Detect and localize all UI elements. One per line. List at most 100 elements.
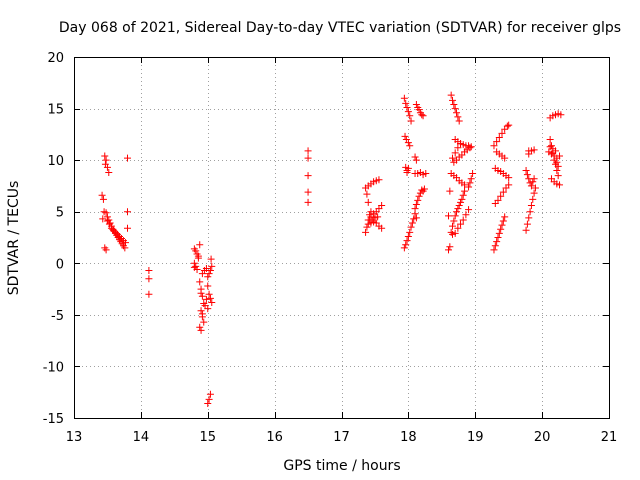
data-point: [105, 216, 113, 224]
data-point: [102, 246, 110, 254]
data-point: [204, 273, 212, 281]
data-markers: [98, 91, 565, 408]
data-point: [407, 117, 415, 125]
data-point: [196, 323, 204, 331]
data-point: [467, 175, 475, 183]
data-point: [491, 242, 499, 250]
data-point: [498, 129, 506, 137]
data-point: [454, 144, 462, 152]
data-point: [208, 262, 216, 270]
data-point: [192, 262, 200, 270]
data-point: [490, 142, 498, 150]
data-point: [547, 142, 555, 150]
x-tick-label: 16: [266, 430, 283, 445]
data-point: [530, 146, 538, 154]
data-point: [462, 211, 470, 219]
data-point: [554, 172, 562, 180]
data-point: [411, 210, 419, 218]
data-point: [503, 122, 511, 130]
data-point: [192, 247, 200, 255]
data-point: [204, 400, 212, 408]
data-point: [102, 209, 110, 217]
data-point: [525, 214, 533, 222]
data-point: [529, 178, 537, 186]
data-point: [412, 156, 420, 164]
data-point: [419, 112, 427, 120]
data-point: [522, 166, 530, 174]
data-point: [402, 241, 410, 249]
data-point: [499, 188, 507, 196]
data-point: [124, 208, 131, 216]
data-point: [505, 174, 513, 182]
data-point: [404, 164, 412, 172]
data-point: [526, 208, 534, 216]
data-point: [412, 100, 420, 108]
data-point: [556, 152, 564, 160]
data-point: [451, 229, 459, 237]
data-point: [505, 181, 513, 189]
data-point: [406, 228, 414, 236]
data-point: [197, 326, 205, 334]
data-point: [403, 104, 411, 112]
x-axis-label: GPS time / hours: [283, 458, 400, 474]
data-point: [378, 224, 386, 232]
data-point: [549, 149, 557, 157]
data-point: [404, 232, 412, 240]
data-point: [493, 138, 501, 146]
data-point: [124, 154, 131, 162]
data-point: [453, 109, 461, 117]
data-point: [206, 267, 214, 275]
data-point: [304, 147, 312, 155]
x-tick-label: 14: [133, 430, 150, 445]
data-point: [374, 213, 382, 221]
data-point: [406, 112, 414, 120]
data-point: [459, 216, 467, 224]
x-tick-label: 15: [199, 430, 216, 445]
data-point: [406, 142, 414, 150]
data-point: [407, 223, 415, 231]
data-point: [497, 225, 505, 233]
data-point: [449, 96, 457, 104]
axis-ticks: [74, 57, 610, 419]
y-axis-label: SDTVAR / TECUs: [6, 181, 22, 296]
data-point: [527, 202, 535, 210]
data-point: [465, 183, 473, 191]
data-point: [196, 278, 204, 286]
data-point: [205, 270, 213, 278]
data-point: [447, 91, 455, 99]
x-tick-label: 13: [66, 430, 83, 445]
data-point: [530, 189, 538, 197]
data-point: [304, 154, 312, 162]
data-point: [457, 140, 465, 148]
data-point: [363, 190, 371, 198]
y-tick-label: 0: [56, 257, 64, 272]
data-point: [469, 170, 477, 178]
data-point: [205, 395, 213, 403]
data-point: [363, 223, 371, 231]
data-point: [454, 224, 462, 232]
data-point: [99, 195, 107, 203]
data-point: [403, 237, 411, 245]
x-tick-label: 19: [467, 430, 484, 445]
data-point: [525, 147, 533, 155]
data-point: [450, 100, 458, 108]
data-point: [455, 202, 463, 210]
data-point: [124, 224, 131, 232]
y-tick-label: -5: [51, 309, 64, 324]
data-point: [121, 239, 129, 247]
data-point: [454, 205, 462, 213]
x-tick-label: 21: [601, 430, 618, 445]
data-point: [378, 202, 386, 210]
data-point: [198, 310, 206, 318]
data-point: [546, 136, 554, 144]
data-point: [208, 298, 216, 306]
data-point: [557, 111, 565, 119]
data-point: [102, 156, 110, 164]
data-point: [457, 220, 465, 228]
data-point: [412, 214, 420, 222]
data-point: [205, 290, 213, 298]
data-point: [412, 200, 420, 208]
x-tick-label: 18: [400, 430, 417, 445]
data-point: [449, 222, 457, 230]
data-point: [202, 295, 210, 303]
